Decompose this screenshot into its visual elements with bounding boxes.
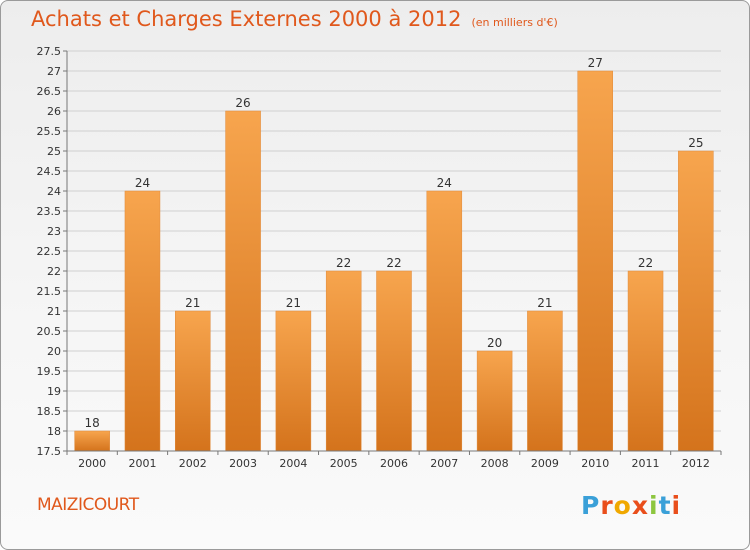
x-tick-label: 2000 — [78, 457, 106, 470]
axis-layer: 17.5 18 18.5 19 19.5 20 20.5 21 21.5 22 22.5 23 23.5… — [37, 45, 722, 470]
bar-value-label: 20 — [487, 336, 502, 350]
chart-title-text: Achats et Charges Externes 2000 à 2012 — [31, 7, 462, 31]
x-tick-label: 2010 — [581, 457, 609, 470]
bar-2005 — [325, 270, 362, 452]
bar-2007 — [426, 190, 463, 452]
x-tick-label: 2001 — [128, 457, 156, 470]
bar-value-label: 21 — [185, 296, 200, 310]
y-tick-label: 20 — [47, 345, 61, 358]
x-tick-label: 2004 — [279, 457, 307, 470]
bar-value-label: 22 — [386, 256, 401, 270]
bar-value-label: 26 — [235, 96, 250, 110]
bar-value-label: 22 — [638, 256, 653, 270]
x-tick-label: 2011 — [632, 457, 660, 470]
chart-title: Achats et Charges Externes 2000 à 2012 (e… — [31, 7, 558, 31]
y-tick-label: 26.5 — [37, 85, 62, 98]
bar-layer: 18 24 21 26 21 22 22 24 20 21 27 22 25 — [74, 56, 714, 452]
x-tick-label: 2002 — [179, 457, 207, 470]
bar-2009 — [527, 310, 563, 452]
y-tick-label: 20.5 — [37, 325, 62, 338]
x-tick-label: 2008 — [481, 457, 509, 470]
y-tick-label: 18 — [47, 425, 61, 438]
x-tick-label: 2005 — [330, 457, 358, 470]
y-tick-label: 22 — [47, 265, 61, 278]
bar-2011 — [627, 270, 664, 452]
chart-subtitle: (en milliers d'€) — [471, 16, 558, 29]
y-tick-label: 19.5 — [37, 365, 62, 378]
logo-letter: P — [581, 491, 601, 520]
y-tick-label: 26 — [47, 105, 61, 118]
bar-value-label: 21 — [537, 296, 552, 310]
y-tick-label: 23 — [47, 225, 61, 238]
bar-2001 — [124, 190, 161, 452]
x-tick-label: 2007 — [430, 457, 458, 470]
logo-letter: t — [658, 491, 672, 520]
bar-2006 — [376, 270, 412, 452]
logo-letter: o — [613, 491, 632, 520]
x-tick-label: 2012 — [682, 457, 710, 470]
y-tick-label: 25 — [47, 145, 61, 158]
bar-2012 — [678, 150, 714, 452]
y-tick-label: 17.5 — [37, 445, 62, 458]
logo-letter: i — [649, 491, 659, 520]
bar-value-label: 27 — [588, 56, 603, 70]
proxiti-logo: Proxiti — [581, 491, 681, 520]
logo-letter: i — [671, 491, 682, 520]
y-tick-label: 25.5 — [37, 125, 62, 138]
bar-value-label: 25 — [688, 136, 703, 150]
x-tick-label: 2009 — [531, 457, 559, 470]
y-tick-label: 19 — [47, 385, 61, 398]
bar-2004 — [275, 310, 312, 452]
y-tick-label: 22.5 — [37, 245, 62, 258]
bar-2000 — [74, 430, 110, 452]
y-tick-label: 24 — [47, 185, 61, 198]
bar-2003 — [225, 110, 261, 452]
bar-value-label: 21 — [286, 296, 301, 310]
x-tick-label: 2006 — [380, 457, 408, 470]
y-tick-label: 21.5 — [37, 285, 62, 298]
y-tick-label: 18.5 — [37, 405, 62, 418]
bar-value-label: 22 — [336, 256, 351, 270]
logo-letter: r — [600, 491, 614, 520]
commune-name: MAIZICOURT — [37, 495, 139, 515]
bar-2002 — [175, 310, 211, 452]
bar-2008 — [476, 350, 513, 452]
y-tick-label: 27 — [47, 65, 61, 78]
y-tick-label: 23.5 — [37, 205, 62, 218]
y-tick-label: 27.5 — [37, 45, 62, 58]
bar-value-label: 18 — [85, 416, 100, 430]
y-tick-label: 21 — [47, 305, 61, 318]
bar-2010 — [577, 70, 613, 452]
logo-letter: x — [631, 491, 649, 520]
bar-value-label: 24 — [135, 176, 150, 190]
y-tick-label: 24.5 — [37, 165, 62, 178]
bar-value-label: 24 — [437, 176, 452, 190]
x-tick-label: 2003 — [229, 457, 257, 470]
